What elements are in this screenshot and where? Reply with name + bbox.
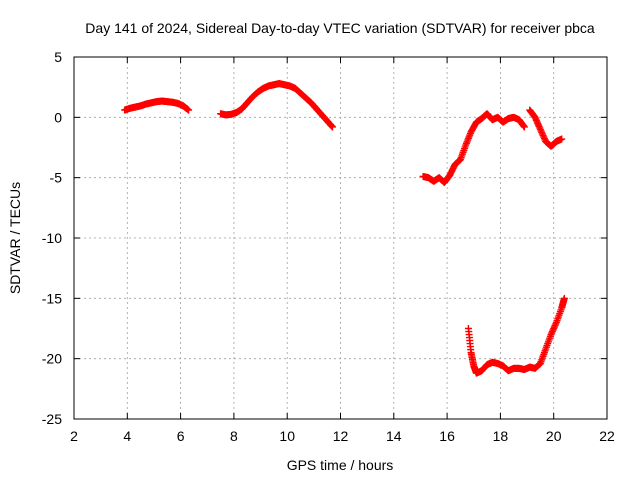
- data-point-marker: [185, 106, 193, 114]
- series-segment-1: [121, 97, 193, 114]
- data-point-marker: [329, 123, 337, 131]
- y-tick-label: -5: [50, 170, 63, 186]
- x-tick-label: 22: [599, 428, 615, 444]
- series-segment-5: [464, 294, 568, 377]
- tick-layer: 2 4 6 8 10 12 14 16 18 20 22 5 0 -5 -10 -15 -20 -25: [42, 49, 615, 444]
- x-tick-label: 10: [279, 428, 295, 444]
- chart-title: Day 141 of 2024, Sidereal Day-to-day VTE…: [85, 20, 595, 36]
- y-axis-label: SDTVAR / TECUs: [7, 182, 23, 294]
- x-tick-label: 14: [386, 428, 402, 444]
- series-layer: [121, 80, 568, 377]
- x-tick-label: 6: [177, 428, 185, 444]
- y-tick-label: -15: [42, 290, 62, 306]
- x-tick-label: 2: [70, 428, 78, 444]
- x-tick-label: 4: [123, 428, 131, 444]
- data-point-marker: [560, 294, 568, 302]
- x-tick-label: 20: [546, 428, 562, 444]
- y-tick-label: -10: [42, 230, 62, 246]
- y-tick-label: 5: [54, 49, 62, 65]
- x-axis-label: GPS time / hours: [287, 457, 394, 473]
- y-tick-label: 0: [54, 109, 62, 125]
- data-point-marker: [558, 135, 566, 143]
- y-tick-label: -20: [42, 351, 62, 367]
- data-point-marker: [520, 123, 528, 131]
- series-segment-3: [419, 110, 528, 186]
- y-tick-label: -25: [42, 411, 62, 427]
- x-tick-label: 8: [230, 428, 238, 444]
- x-tick-label: 16: [439, 428, 455, 444]
- plot-area-border: [73, 56, 608, 420]
- x-tick-label: 18: [493, 428, 509, 444]
- series-segment-2: [217, 80, 337, 131]
- x-tick-label: 12: [333, 428, 349, 444]
- grid: [74, 57, 607, 419]
- series-segment-4: [526, 106, 566, 150]
